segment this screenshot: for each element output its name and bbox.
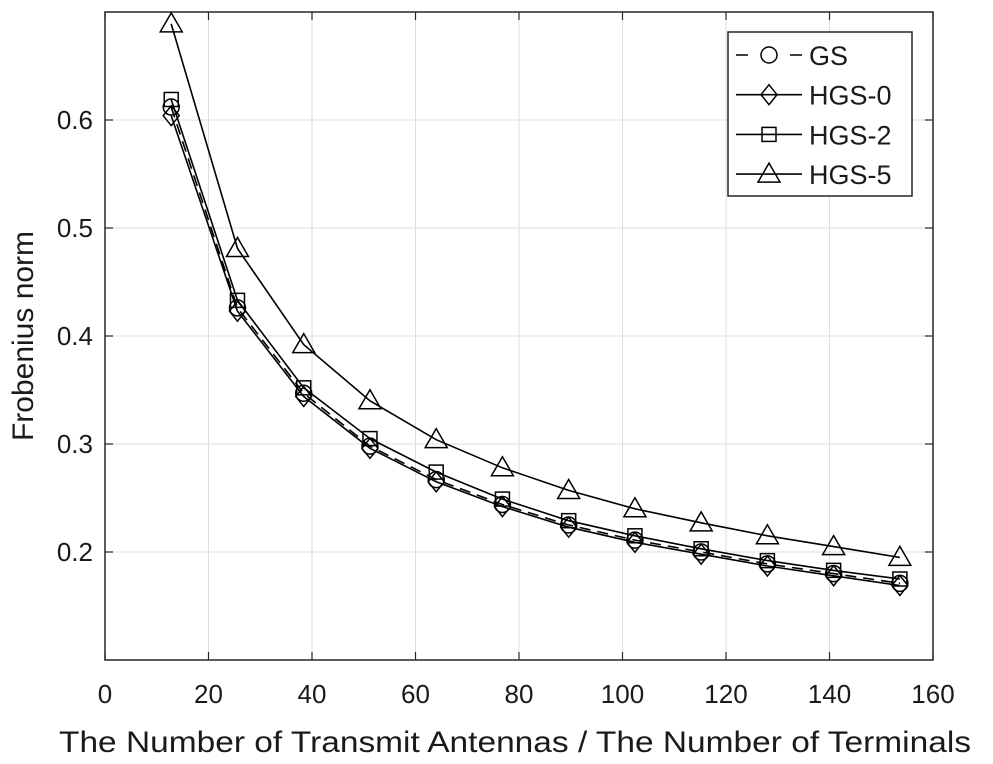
legend-entry-gs: GS [736,41,848,71]
data-point-hgs-5 [158,11,184,33]
data-point-hgs-0 [294,385,313,408]
grid-lines [105,12,933,660]
data-point-hgs-5 [291,332,317,354]
data-point-hgs-2 [560,512,577,529]
data-point-hgs-0 [824,564,843,587]
legend-box [727,31,913,197]
data-point-hgs-5 [755,523,780,545]
x-tick-label: 60 [401,679,430,709]
x-tick-label: 40 [298,679,327,709]
x-tick-label: 140 [808,679,851,709]
data-point-hgs-2 [825,562,842,579]
y-tick-label: 0.2 [57,537,93,567]
data-point-hgs-2 [494,491,511,507]
legend-marker-hgs-5 [756,161,782,183]
data-point-hgs-0 [162,104,181,127]
x-tick-label: 120 [704,679,747,709]
data-point-gs [162,98,180,116]
legend-entry-hgs-0: HGS-0 [736,81,892,111]
data-point-hgs-2 [362,430,378,447]
legend: GS HGS-0 HGS-2 HGS-5 [727,31,913,197]
x-tick-label: 0 [98,679,112,709]
data-point-hgs-2 [163,91,179,108]
x-tick-label: 80 [505,679,534,709]
series-line-hgs-5 [170,23,901,559]
legend-entry-hgs-5: HGS-5 [736,160,892,190]
data-point-hgs-5 [556,477,581,500]
data-point-hgs-2 [892,571,908,587]
data-point-hgs-0 [493,495,512,518]
y-tick-label: 0.5 [57,213,93,243]
data-point-hgs-5 [423,427,449,449]
x-tick-label: 20 [194,679,223,709]
series-line-hgs-0 [170,115,901,587]
data-point-hgs-5 [887,544,913,567]
legend-marker-hgs-2 [761,126,777,143]
data-point-hgs-0 [758,554,777,578]
data-point-hgs-2 [295,380,312,396]
data-point-hgs-0 [692,542,711,566]
data-point-hgs-5 [490,455,515,477]
data-point-hgs-2 [428,464,444,480]
legend-label-hgs-5: HGS-5 [809,160,892,190]
legend-marker-gs [760,46,778,64]
legend-label-hgs-2: HGS-2 [809,120,892,150]
y-tick-label: 0.3 [57,429,93,459]
x-axis-label: The Number of Transmit Antennas / The Nu… [59,726,971,759]
legend-marker-hgs-0 [760,83,778,106]
y-tick-label: 0.4 [57,321,93,351]
data-point-hgs-5 [225,236,250,258]
legend-entry-hgs-2: HGS-2 [736,120,892,150]
y-tick-label: 0.6 [57,105,93,135]
data-point-hgs-2 [693,541,709,557]
series-line-hgs-2 [170,99,901,580]
data-point-hgs-5 [688,510,714,532]
series-group [158,11,913,597]
plot-frame [104,11,934,661]
data-point-hgs-5 [357,388,383,410]
legend-label-gs: GS [809,41,848,71]
series-line-gs [170,106,901,585]
x-tick-label: 160 [911,679,954,709]
y-axis-label: Frobenius norm [7,231,40,441]
series-hgs-2 [163,91,908,587]
legend-label-hgs-0: HGS-0 [809,81,892,111]
x-tick-labels: 0 20 40 60 80 100 120 140 160 [98,679,955,709]
data-point-hgs-0 [890,574,909,597]
data-point-hgs-5 [622,496,648,518]
data-point-hgs-0 [625,531,644,554]
axis-ticks [104,12,934,660]
x-tick-label: 100 [601,679,644,709]
y-tick-labels: 0.2 0.3 0.4 0.5 0.6 [57,105,93,567]
data-point-hgs-0 [559,515,578,539]
data-point-hgs-2 [229,292,246,309]
data-point-hgs-5 [821,534,846,556]
series-hgs-5 [158,11,913,567]
data-point-hgs-2 [627,528,643,544]
data-point-hgs-2 [759,552,776,569]
